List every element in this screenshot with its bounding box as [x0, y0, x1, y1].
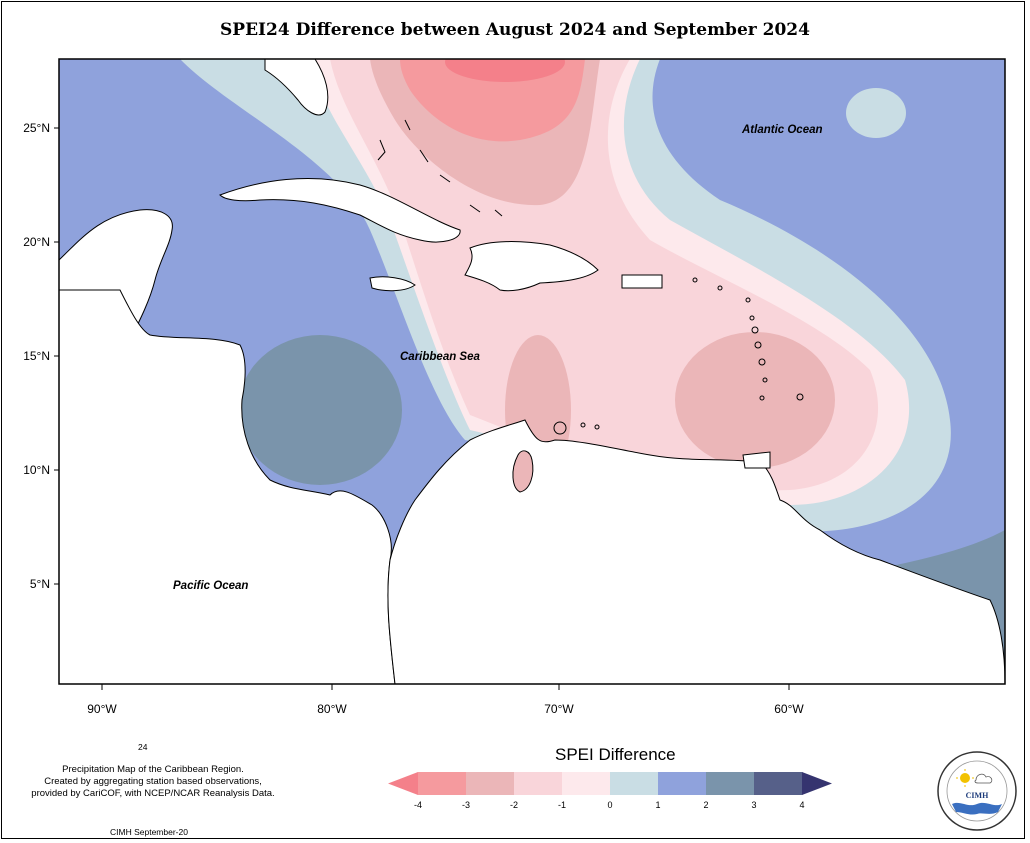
lon-label-90w: 90°W	[87, 702, 117, 716]
water-icon	[952, 802, 1002, 815]
spei-band-below-neg4	[445, 59, 565, 82]
cloud-icon	[974, 773, 993, 784]
spei-band-neg4-to-neg3	[400, 59, 585, 142]
lon-label-80w: 80°W	[317, 702, 347, 716]
land-hispaniola	[464, 241, 599, 292]
map-title: SPEI24 Difference between August 2024 an…	[220, 20, 810, 40]
legend-tick-label: 4	[799, 800, 804, 810]
lon-label-60w: 60°W	[774, 702, 804, 716]
spei-band-neg3-to-neg2-east	[675, 332, 835, 468]
legend-swatch	[466, 772, 515, 795]
legend-tick-label: -1	[558, 800, 566, 810]
latitude-axis: 25°N 20°N 15°N 10°N 5°N	[23, 121, 59, 591]
legend-swatch	[418, 772, 467, 795]
lat-label-15n: 15°N	[23, 349, 50, 363]
small-islands	[377, 119, 804, 435]
legend-tick-label: -3	[462, 800, 470, 810]
legend-swatch-low-arrow	[388, 772, 418, 795]
legend-tick-label: 0	[607, 800, 612, 810]
legend-swatch	[658, 772, 707, 795]
cimh-logo: CIMH	[936, 750, 1018, 832]
lat-label-10n: 10°N	[23, 463, 50, 477]
legend-swatch	[706, 772, 755, 795]
logo-text: CIMH	[966, 791, 989, 800]
legend-title: SPEI Difference	[555, 745, 676, 764]
land-trinidad	[742, 451, 771, 469]
map-plot-area	[59, 59, 1005, 684]
spei-band-2-to-3-west	[238, 335, 402, 485]
land-paraguana-highlight	[512, 450, 534, 493]
lon-label-70w: 70°W	[544, 702, 574, 716]
label-pacific-ocean: Pacific Ocean	[173, 580, 248, 592]
lat-label-20n: 20°N	[23, 235, 50, 249]
lat-label-25n: 25°N	[23, 121, 50, 135]
note-number: 24	[138, 742, 148, 752]
land-cuba	[219, 178, 461, 243]
legend-tick-label: 2	[703, 800, 708, 810]
land-florida	[264, 59, 329, 116]
label-caribbean-sea: Caribbean Sea	[400, 351, 480, 363]
label-atlantic-ocean: Atlantic Ocean	[741, 124, 823, 136]
map-date: CIMH September-20	[110, 827, 188, 837]
map-frame	[58, 58, 1006, 685]
map-description: Precipitation Map of the Caribbean Regio…	[31, 764, 275, 799]
legend-swatch	[754, 772, 803, 795]
sun-icon	[960, 773, 970, 783]
land-south-america	[387, 419, 1005, 684]
legend-tick-label: -2	[510, 800, 518, 810]
legend-swatch	[514, 772, 563, 795]
legend-tick-label: -4	[414, 800, 422, 810]
spei-band-0-to-1-spot	[846, 88, 906, 138]
legend-tick-label: 3	[751, 800, 756, 810]
land-masses	[59, 59, 1005, 684]
land-puerto-rico	[621, 274, 663, 289]
legend-colorbar: -4 -3 -2 -1 0 1 2 3 4	[388, 772, 832, 810]
legend-swatch-high-arrow	[802, 772, 832, 795]
legend-swatch	[562, 772, 611, 795]
land-jamaica	[369, 276, 416, 292]
lat-label-5n: 5°N	[30, 577, 50, 591]
legend-tick-label: 1	[655, 800, 660, 810]
legend-swatch	[610, 772, 659, 795]
longitude-axis: 90°W 80°W 70°W 60°W	[87, 684, 804, 716]
